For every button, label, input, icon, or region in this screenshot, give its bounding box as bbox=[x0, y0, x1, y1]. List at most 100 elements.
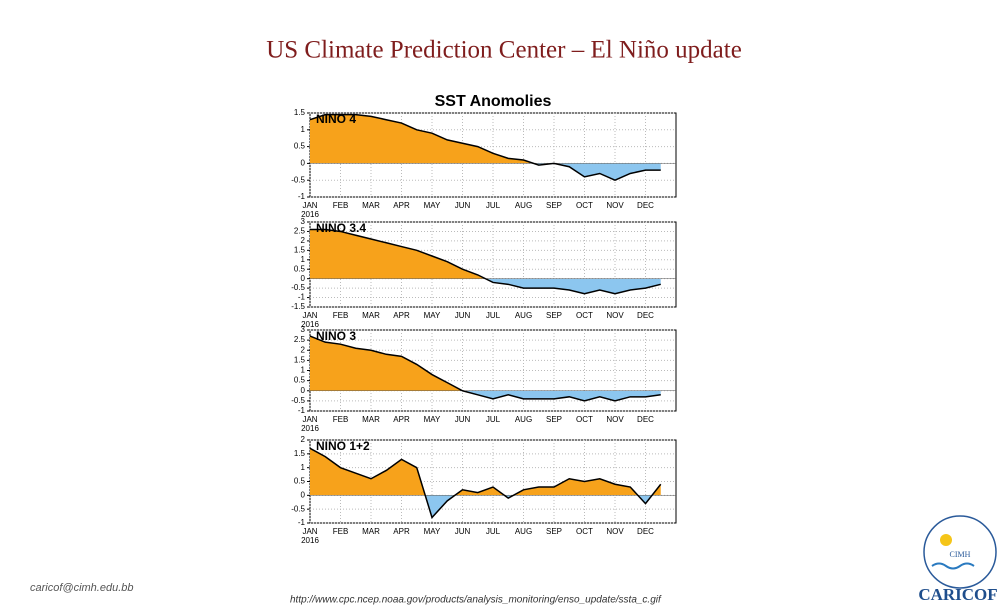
y-tick-label: 1 bbox=[301, 255, 306, 264]
source-url: http://www.cpc.ncep.noaa.gov/products/an… bbox=[290, 595, 662, 606]
x-tick-label: APR bbox=[393, 201, 410, 210]
y-tick-label: 1 bbox=[301, 125, 306, 134]
x-tick-label: OCT bbox=[576, 201, 593, 210]
y-tick-label: 0 bbox=[301, 490, 306, 499]
year-label: 2016 bbox=[301, 424, 319, 433]
x-tick-label: OCT bbox=[576, 527, 593, 536]
line bbox=[309, 113, 661, 182]
x-tick-label: NOV bbox=[606, 311, 624, 320]
logo-circle bbox=[923, 515, 997, 589]
y-tick-label: 2.5 bbox=[294, 227, 306, 236]
y-tick-label: -1 bbox=[298, 192, 306, 201]
y-tick-label: 0.5 bbox=[294, 477, 306, 486]
x-tick-label: JUL bbox=[486, 415, 501, 424]
x-tick-label: MAR bbox=[362, 415, 380, 424]
x-tick-label: AUG bbox=[515, 201, 532, 210]
y-tick-label: 1 bbox=[301, 366, 306, 375]
panel-label: NINO 4 bbox=[316, 112, 356, 126]
x-tick-label: SEP bbox=[546, 527, 562, 536]
x-tick-label: SEP bbox=[546, 311, 562, 320]
logo-top: CIMH bbox=[950, 550, 971, 559]
email: caricof@cimh.edu.bb bbox=[30, 582, 134, 594]
x-tick-label: OCT bbox=[576, 311, 593, 320]
y-tick-label: -0.5 bbox=[291, 396, 305, 405]
line bbox=[309, 447, 662, 519]
y-tick-label: -1 bbox=[298, 518, 306, 527]
panel-label: NINO 3.4 bbox=[316, 221, 366, 235]
x-tick-label: DEC bbox=[637, 201, 654, 210]
y-tick-label: 0.5 bbox=[294, 142, 306, 151]
y-tick-label: 2 bbox=[301, 345, 306, 354]
x-tick-label: MAY bbox=[424, 201, 441, 210]
logo-text: CARICOF bbox=[918, 585, 997, 604]
x-tick-label: AUG bbox=[515, 527, 532, 536]
x-tick-label: FEB bbox=[333, 415, 349, 424]
y-tick-label: 2.5 bbox=[294, 335, 306, 344]
x-tick-label: AUG bbox=[515, 415, 532, 424]
x-tick-label: JAN bbox=[302, 415, 317, 424]
x-tick-label: MAY bbox=[424, 311, 441, 320]
area-positive bbox=[310, 114, 661, 164]
x-tick-label: JAN bbox=[302, 311, 317, 320]
figure-title: SST Anomolies bbox=[435, 93, 552, 110]
x-tick-label: MAY bbox=[424, 527, 441, 536]
x-tick-label: JUL bbox=[486, 527, 501, 536]
x-tick-label: JAN bbox=[302, 201, 317, 210]
x-tick-label: APR bbox=[393, 527, 410, 536]
x-tick-label: MAR bbox=[362, 527, 380, 536]
x-tick-label: AUG bbox=[515, 311, 532, 320]
x-tick-label: MAR bbox=[362, 201, 380, 210]
x-tick-label: JUL bbox=[486, 201, 501, 210]
line bbox=[309, 335, 661, 402]
x-tick-label: OCT bbox=[576, 415, 593, 424]
x-tick-label: JUN bbox=[455, 311, 471, 320]
slide-title: US Climate Prediction Center – El Niño u… bbox=[266, 37, 742, 64]
year-label: 2016 bbox=[301, 210, 319, 219]
area-negative bbox=[310, 163, 661, 181]
y-tick-label: -0.5 bbox=[291, 504, 305, 513]
y-tick-label: 0.5 bbox=[294, 264, 306, 273]
y-tick-label: 1 bbox=[301, 463, 306, 472]
year-label: 2016 bbox=[301, 536, 319, 545]
y-tick-label: -0.5 bbox=[291, 283, 305, 292]
y-tick-label: -1 bbox=[298, 293, 306, 302]
x-tick-label: FEB bbox=[333, 527, 349, 536]
x-tick-label: DEC bbox=[637, 415, 654, 424]
y-tick-label: 1.5 bbox=[294, 108, 306, 117]
x-tick-label: SEP bbox=[546, 201, 562, 210]
panel-label: NINO 1+2 bbox=[316, 439, 370, 453]
x-tick-label: APR bbox=[393, 311, 410, 320]
y-tick-label: 0 bbox=[301, 386, 306, 395]
x-tick-label: NOV bbox=[606, 527, 624, 536]
y-tick-label: 3 bbox=[301, 217, 306, 226]
area-positive bbox=[310, 336, 661, 391]
y-tick-label: 3 bbox=[301, 325, 306, 334]
area-negative bbox=[310, 278, 661, 294]
x-tick-label: MAY bbox=[424, 415, 441, 424]
area-positive bbox=[310, 229, 486, 279]
line bbox=[310, 228, 661, 295]
x-tick-label: APR bbox=[393, 415, 410, 424]
x-tick-label: DEC bbox=[637, 527, 654, 536]
x-tick-label: MAR bbox=[362, 311, 380, 320]
x-tick-label: JUN bbox=[455, 201, 471, 210]
y-tick-label: 1.5 bbox=[294, 355, 306, 364]
area-negative bbox=[425, 495, 653, 518]
x-tick-label: DEC bbox=[637, 311, 654, 320]
x-tick-label: JUL bbox=[486, 311, 501, 320]
x-tick-label: JUN bbox=[455, 527, 471, 536]
x-tick-label: FEB bbox=[333, 311, 349, 320]
x-tick-label: NOV bbox=[606, 201, 624, 210]
y-tick-label: 0.5 bbox=[294, 376, 306, 385]
y-tick-label: 0 bbox=[301, 159, 306, 168]
y-tick-label: -0.5 bbox=[291, 175, 305, 184]
x-tick-label: SEP bbox=[546, 415, 562, 424]
y-tick-label: 2 bbox=[301, 435, 306, 444]
y-tick-label: -1.5 bbox=[291, 302, 305, 311]
y-tick-label: 2 bbox=[301, 236, 306, 245]
y-tick-label: 1.5 bbox=[294, 449, 306, 458]
x-tick-label: JAN bbox=[302, 527, 317, 536]
x-tick-label: FEB bbox=[333, 201, 349, 210]
x-tick-label: JUN bbox=[455, 415, 471, 424]
area-negative bbox=[310, 390, 661, 401]
